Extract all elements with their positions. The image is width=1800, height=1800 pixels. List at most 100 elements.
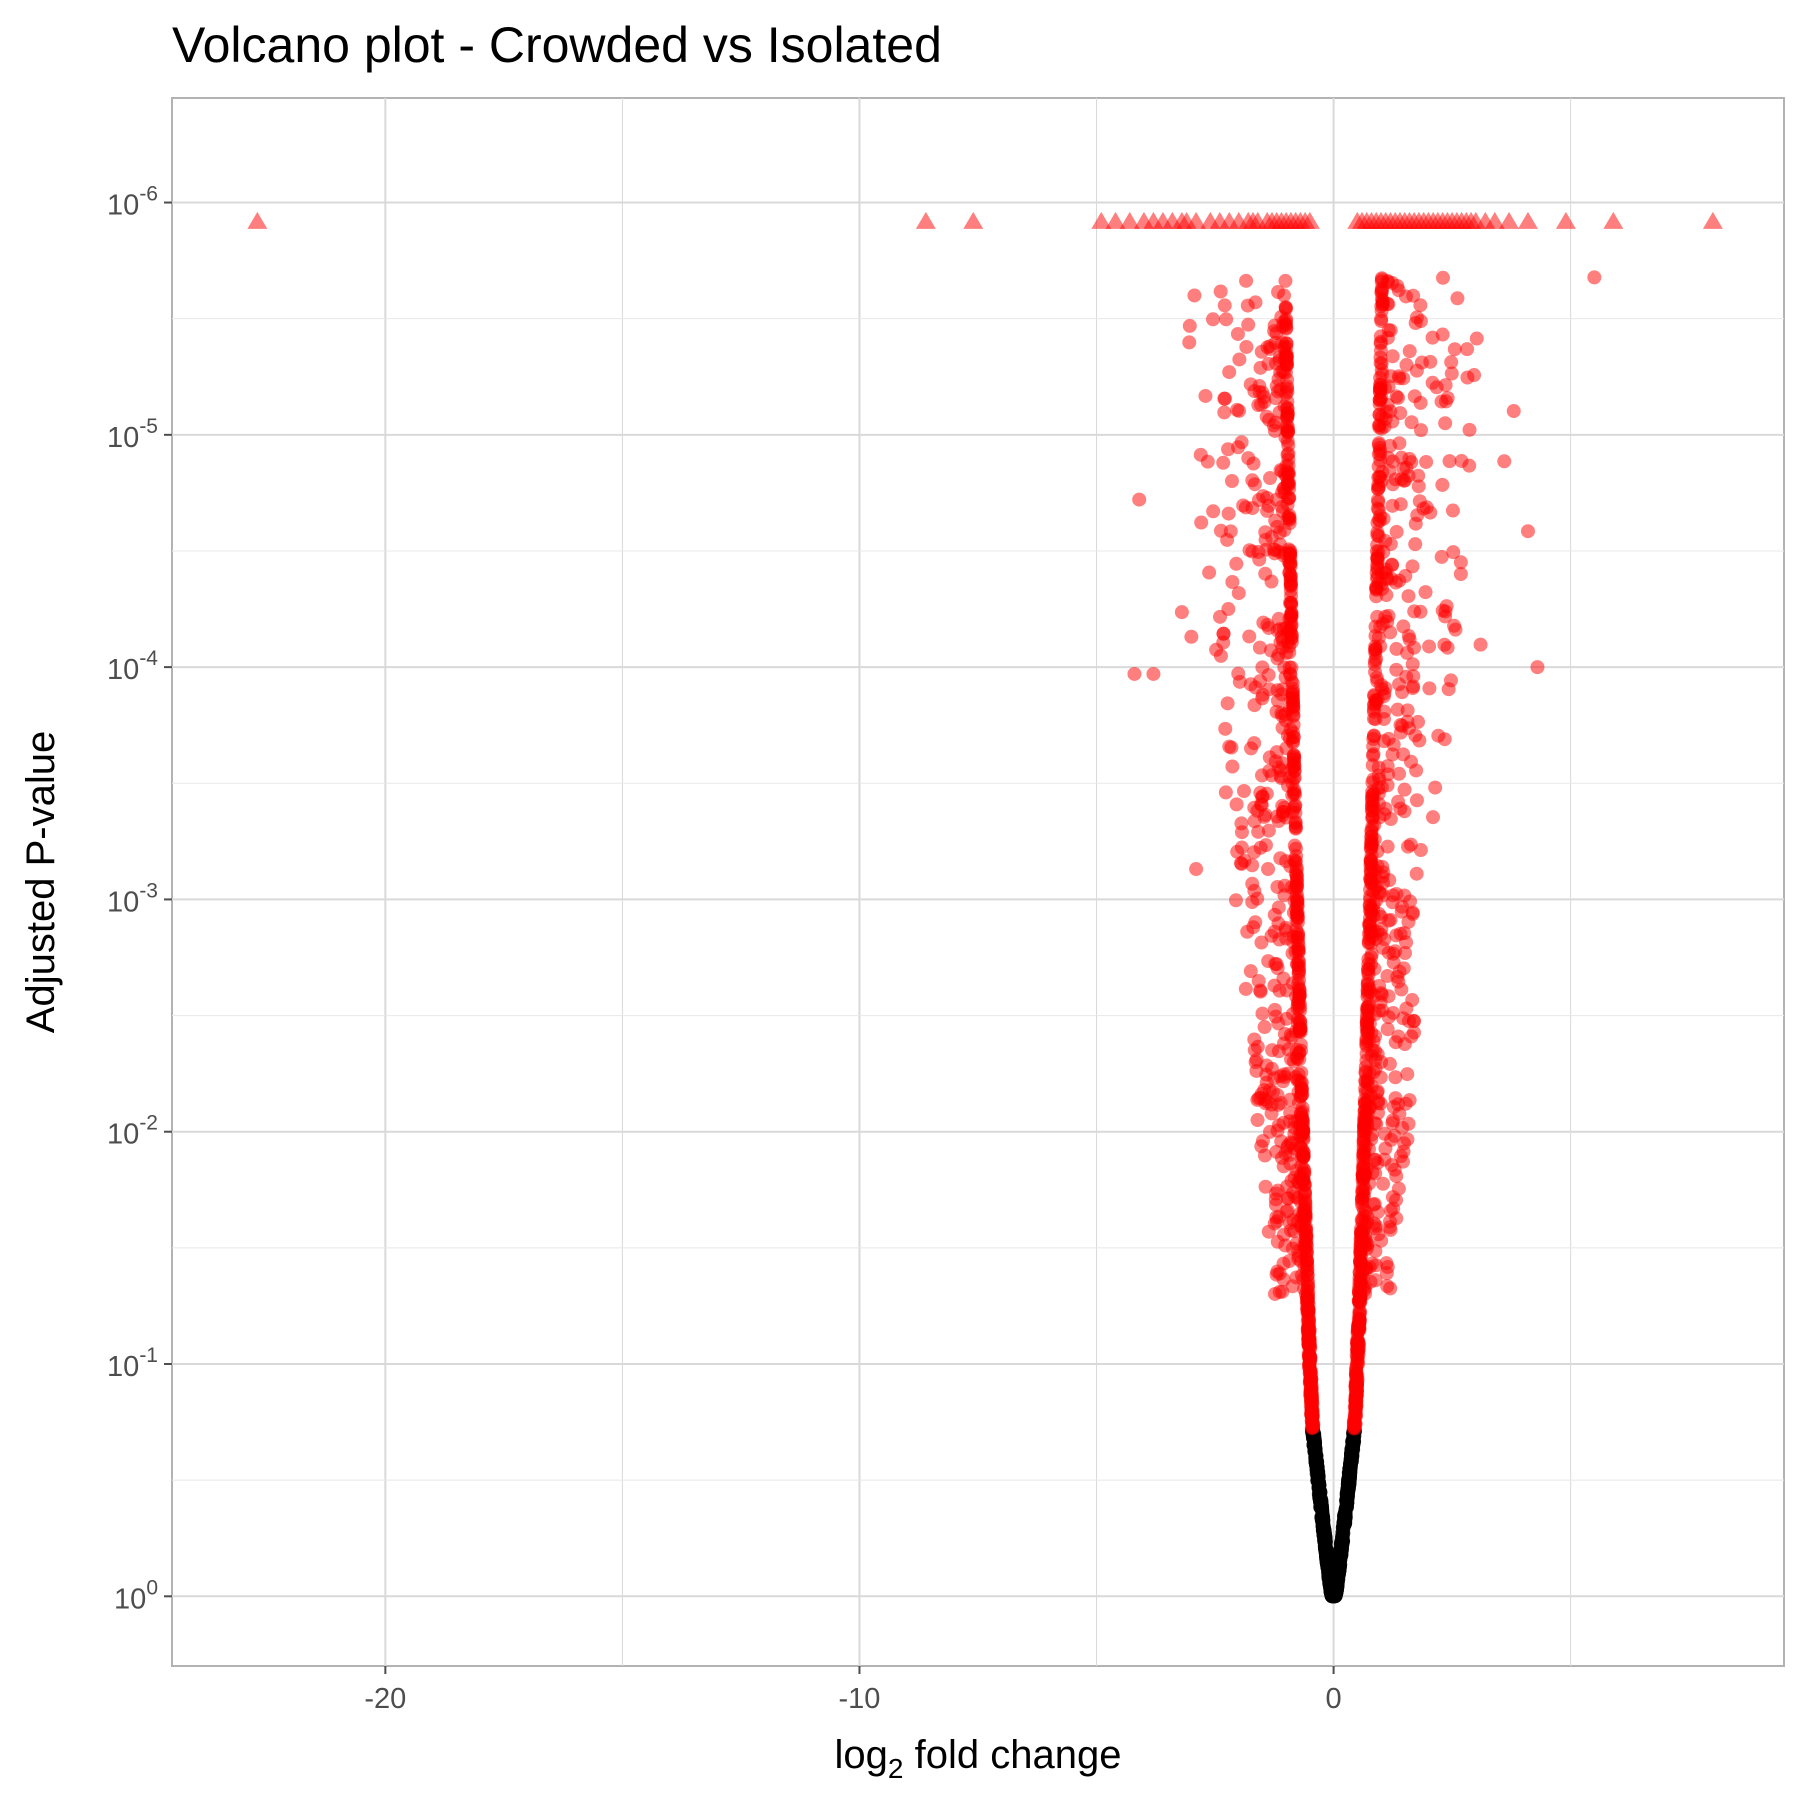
significant-point <box>1396 461 1411 476</box>
significant-point <box>1194 515 1209 530</box>
significant-point <box>1221 602 1236 617</box>
significant-point <box>1243 964 1258 979</box>
significant-point <box>1506 404 1521 419</box>
significant-point <box>1364 873 1379 888</box>
significant-point <box>1268 356 1283 371</box>
significant-point <box>1453 555 1468 570</box>
significant-point <box>1405 681 1420 696</box>
significant-point <box>1380 1022 1395 1037</box>
significant-point <box>1267 978 1282 993</box>
significant-point <box>1292 963 1307 978</box>
significant-point <box>1258 525 1273 540</box>
significant-point <box>1350 1372 1365 1387</box>
significant-point <box>1348 1389 1363 1404</box>
significant-point <box>1287 1127 1302 1142</box>
significant-point <box>1270 879 1285 894</box>
significant-point <box>1263 471 1278 486</box>
significant-point <box>1300 1294 1315 1309</box>
x-axis-ticks: -20 -10 0 <box>364 1666 1342 1715</box>
significant-point <box>1530 660 1545 675</box>
significant-point <box>1397 1037 1412 1052</box>
significant-point <box>1373 1096 1388 1111</box>
significant-point <box>1245 895 1260 910</box>
significant-point <box>1217 298 1232 313</box>
significant-point <box>1370 562 1385 577</box>
significant-point <box>1368 1043 1383 1058</box>
significant-point <box>1384 1132 1399 1147</box>
significant-point <box>1393 406 1408 421</box>
significant-point <box>1228 893 1243 908</box>
significant-point <box>1366 739 1381 754</box>
significant-point <box>1404 415 1419 430</box>
significant-point <box>1289 849 1304 864</box>
significant-point <box>1372 417 1387 432</box>
nonsignificant-point <box>1313 1484 1328 1499</box>
grid-lines <box>172 98 1784 1666</box>
significant-point <box>1254 935 1269 950</box>
significant-point <box>1277 399 1292 414</box>
capped-triangle-point <box>1186 211 1207 229</box>
significant-point <box>1380 571 1395 586</box>
significant-point <box>1396 473 1411 488</box>
significant-point <box>1267 324 1282 339</box>
significant-point <box>1239 273 1254 288</box>
significant-point <box>1440 640 1455 655</box>
significant-point <box>1252 640 1267 655</box>
significant-point <box>1391 1097 1406 1112</box>
significant-point <box>1240 298 1255 313</box>
significant-point <box>1285 691 1300 706</box>
y-tick-label: 10-2 <box>107 1112 158 1151</box>
significant-point <box>1242 629 1257 644</box>
significant-point <box>1218 785 1233 800</box>
significant-point <box>1264 1097 1279 1112</box>
plot-panel <box>171 97 1785 1667</box>
significant-point <box>1358 1138 1373 1153</box>
significant-point <box>1365 758 1380 773</box>
significant-point <box>1362 917 1377 932</box>
significant-point <box>1261 862 1276 877</box>
significant-point <box>1392 677 1407 692</box>
significant-point <box>1221 506 1236 521</box>
significant-point <box>1413 298 1428 313</box>
significant-point <box>1380 759 1395 774</box>
significant-point <box>1353 1236 1368 1251</box>
significant-point <box>1469 331 1484 346</box>
significant-point <box>1385 349 1400 364</box>
significant-point <box>1238 981 1253 996</box>
significant-point <box>1376 1176 1391 1191</box>
significant-point <box>1251 544 1266 559</box>
significant-point <box>1275 808 1290 823</box>
significant-point <box>1386 955 1401 970</box>
significant-point <box>1382 1220 1397 1235</box>
significant-point <box>1364 824 1379 839</box>
significant-point <box>1216 626 1231 641</box>
significant-point <box>1425 375 1440 390</box>
capped-triangle-point <box>1119 211 1140 229</box>
significant-point <box>1289 873 1304 888</box>
significant-point <box>1273 463 1288 478</box>
significant-point <box>1405 559 1420 574</box>
significant-point <box>1289 1270 1304 1285</box>
significant-point <box>1411 479 1426 494</box>
significant-point <box>1406 669 1421 684</box>
significant-point <box>1363 901 1378 916</box>
significant-point <box>1355 1160 1370 1175</box>
significant-point <box>1234 825 1249 840</box>
significant-point <box>1450 291 1465 306</box>
significant-point <box>1370 537 1385 552</box>
significant-point <box>1189 862 1204 877</box>
capped-triangle-point <box>1484 211 1505 229</box>
significant-point <box>1282 595 1297 610</box>
significant-point <box>1260 617 1275 632</box>
capped-triangle-point <box>963 211 984 229</box>
significant-point <box>1279 336 1294 351</box>
significant-point <box>1280 411 1295 426</box>
nonsignificant-point <box>1324 1579 1339 1594</box>
significant-point <box>1255 660 1270 675</box>
y-axis-title: Adjusted P-value <box>19 731 63 1033</box>
significant-point <box>1389 641 1404 656</box>
significant-point <box>1445 503 1460 518</box>
significant-point <box>1374 1233 1389 1248</box>
significant-point <box>1425 810 1440 825</box>
significant-point <box>1278 300 1293 315</box>
